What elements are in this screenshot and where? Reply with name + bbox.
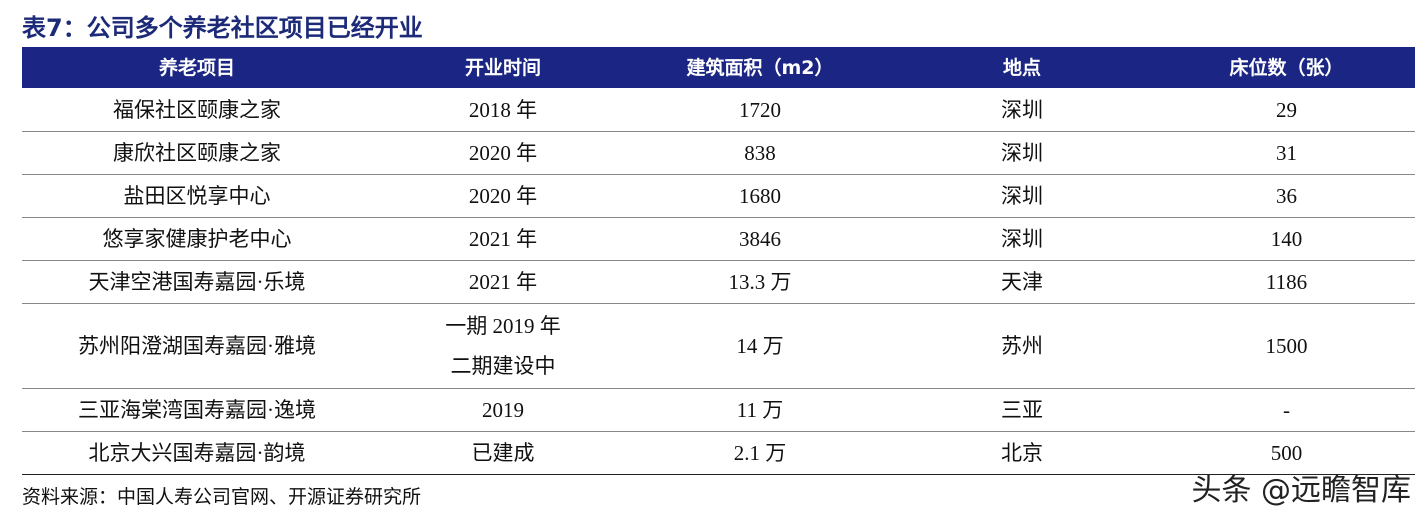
row-rule	[22, 303, 1415, 304]
table-cell: 三亚海棠湾国寿嘉园·逸境	[78, 397, 316, 422]
table-cell: 2021 年	[468, 226, 538, 251]
table-cell: 1500	[1265, 333, 1308, 358]
table-cell: 天津	[1001, 269, 1043, 294]
table-cell: 13.3 万	[728, 269, 792, 294]
cell-line: 一期 2019 年	[445, 313, 561, 338]
cell-line: 二期建设中	[450, 353, 556, 378]
table-cell: 2018 年	[468, 97, 538, 122]
table-cell: 500	[1270, 440, 1303, 465]
table-cell: 2019	[482, 397, 524, 422]
table-cell: 2020 年	[468, 140, 538, 165]
table-cell: -	[1283, 397, 1290, 422]
row-rule	[22, 388, 1415, 389]
row-rule	[22, 260, 1415, 261]
table-cell: 2.1 万	[733, 440, 787, 465]
table-cell: 1720	[739, 97, 781, 122]
table-cell: 2021 年	[468, 269, 538, 294]
row-rule	[22, 474, 1415, 475]
table-cell: 1186	[1265, 269, 1308, 294]
table-cell: 苏州	[1001, 333, 1043, 358]
header-cell: 开业时间	[464, 56, 541, 79]
header-cell: 床位数（张）	[1229, 56, 1344, 79]
table-cell: 深圳	[1001, 226, 1043, 251]
table-cell: 14 万	[736, 333, 784, 358]
table-cell: 深圳	[1001, 183, 1043, 208]
row-rule	[22, 131, 1415, 132]
title: 表7：公司多个养老社区项目已经开业	[22, 14, 423, 42]
table-cell: 深圳	[1001, 140, 1043, 165]
table-cell: 2020 年	[468, 183, 538, 208]
table-cell: 康欣社区颐康之家	[113, 140, 281, 165]
table-cell: 36	[1276, 183, 1297, 208]
table-cell: 天津空港国寿嘉园·乐境	[88, 269, 306, 294]
table-cell: 盐田区悦享中心	[123, 183, 271, 208]
table-cell: 苏州阳澄湖国寿嘉园·雅境	[78, 333, 316, 358]
source-note: 资料来源：中国人寿公司官网、开源证券研究所	[22, 487, 422, 508]
table-cell: 11 万	[736, 397, 784, 422]
row-rule	[22, 217, 1415, 218]
table-cell: 29	[1276, 97, 1297, 122]
watermark: 头条 @远瞻智库	[1191, 473, 1411, 508]
table-header	[22, 47, 1415, 88]
header-cell: 建筑面积（m2）	[686, 56, 834, 79]
row-rule	[22, 174, 1415, 175]
row-rule	[22, 431, 1415, 432]
table-cell: 北京	[1001, 440, 1043, 465]
table-cell: 福保社区颐康之家	[113, 97, 281, 122]
table-cell: 北京大兴国寿嘉园·韵境	[88, 440, 306, 465]
table-cell: 31	[1276, 140, 1297, 165]
header-cell: 地点	[1002, 56, 1041, 79]
table-cell: 已建成	[471, 440, 535, 465]
table-cell: 140	[1270, 226, 1303, 251]
table-cell: 一期 2019 年二期建设中	[372, 303, 634, 388]
header-cell: 养老项目	[158, 56, 235, 79]
table-cell: 1680	[739, 183, 781, 208]
table-cell: 三亚	[1001, 397, 1043, 422]
table-cell: 深圳	[1001, 97, 1043, 122]
table-cell: 838	[744, 140, 776, 165]
table-cell: 3846	[739, 226, 781, 251]
table-cell: 悠享家健康护老中心	[102, 226, 292, 251]
